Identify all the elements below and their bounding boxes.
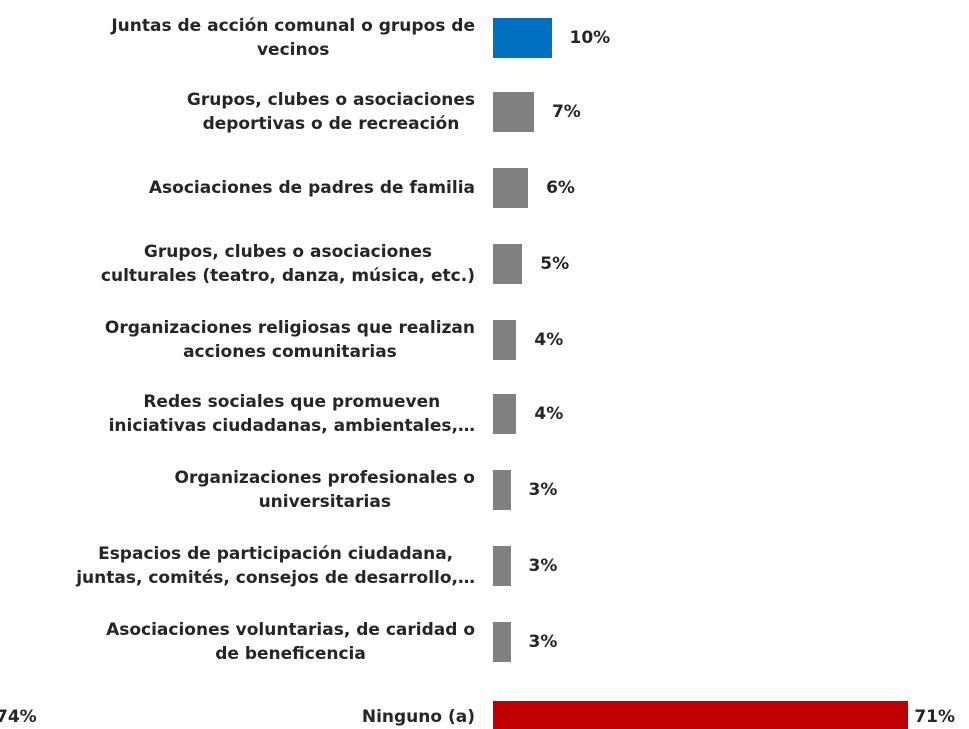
value-label: 10% [569,28,611,48]
bar [493,168,529,208]
category-label: Organizaciones religiosas que realizan a… [104,318,475,362]
value-label: 5% [540,254,570,274]
bar [493,244,523,284]
category-label: Asociaciones de padres de familia [148,178,475,198]
value-label: 7% [551,102,581,122]
category-label: Juntas de acción comunal o grupos de vec… [111,16,475,60]
category-label: Ninguno (a) [361,707,475,727]
bar [493,18,552,58]
value-label: 6% [546,178,575,198]
category-label: Organizaciones profesionales o universit… [174,468,475,512]
value-label: 4% [534,330,564,350]
annotation: 74% [0,707,37,727]
value-label: 3% [528,480,558,500]
value-label: 4% [534,404,564,424]
category-label: Redes sociales que promueven iniciativas… [108,392,475,436]
value-label: 71% [914,707,956,727]
bar [493,622,511,662]
category-label: Asociaciones voluntarias, de caridad o d… [106,620,475,664]
bar [493,394,517,434]
value-label: 3% [528,632,558,652]
category-label: Espacios de participación ciudadana, jun… [76,544,475,588]
value-label: 3% [528,556,558,576]
bar [493,701,909,729]
category-label: Grupos, clubes o asociaciones culturales… [100,242,475,286]
bar [493,320,517,360]
bar [493,92,534,132]
bar [493,546,511,586]
category-label: Grupos, clubes o asociaciones deportivas… [186,90,475,134]
bar [493,470,511,510]
